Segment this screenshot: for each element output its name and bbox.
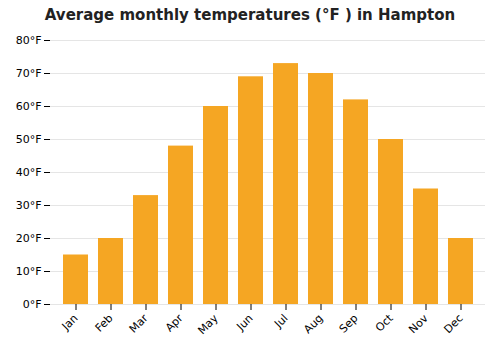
svg-text:Feb: Feb [93,312,116,335]
svg-text:Aug: Aug [301,312,325,336]
svg-text:Jul: Jul [271,312,290,331]
svg-text:Nov: Nov [406,311,431,336]
svg-text:80°F: 80°F [16,34,42,47]
svg-text:60°F: 60°F [16,100,42,113]
svg-text:Oct: Oct [373,311,396,334]
svg-text:Dec: Dec [441,312,465,336]
svg-text:70°F: 70°F [16,67,42,80]
html-text:Average monthly temperatures (: Average monthly temperatures (°F ) in Ha… [44,6,456,24]
svg-text:40°F: 40°F [16,166,42,179]
svg-text:Apr: Apr [163,311,186,334]
svg-text:Sep: Sep [337,312,361,336]
svg-text:0°F: 0°F [23,298,42,311]
svg-text:May: May [195,311,221,337]
svg-text:Jan: Jan [59,312,81,334]
svg-text:30°F: 30°F [16,199,42,212]
svg-text:20°F: 20°F [16,232,42,245]
svg-text:10°F: 10°F [16,265,42,278]
svg-text:50°F: 50°F [16,133,42,146]
svg-text:Jun: Jun [234,312,256,334]
svg-text:Mar: Mar [127,311,151,335]
